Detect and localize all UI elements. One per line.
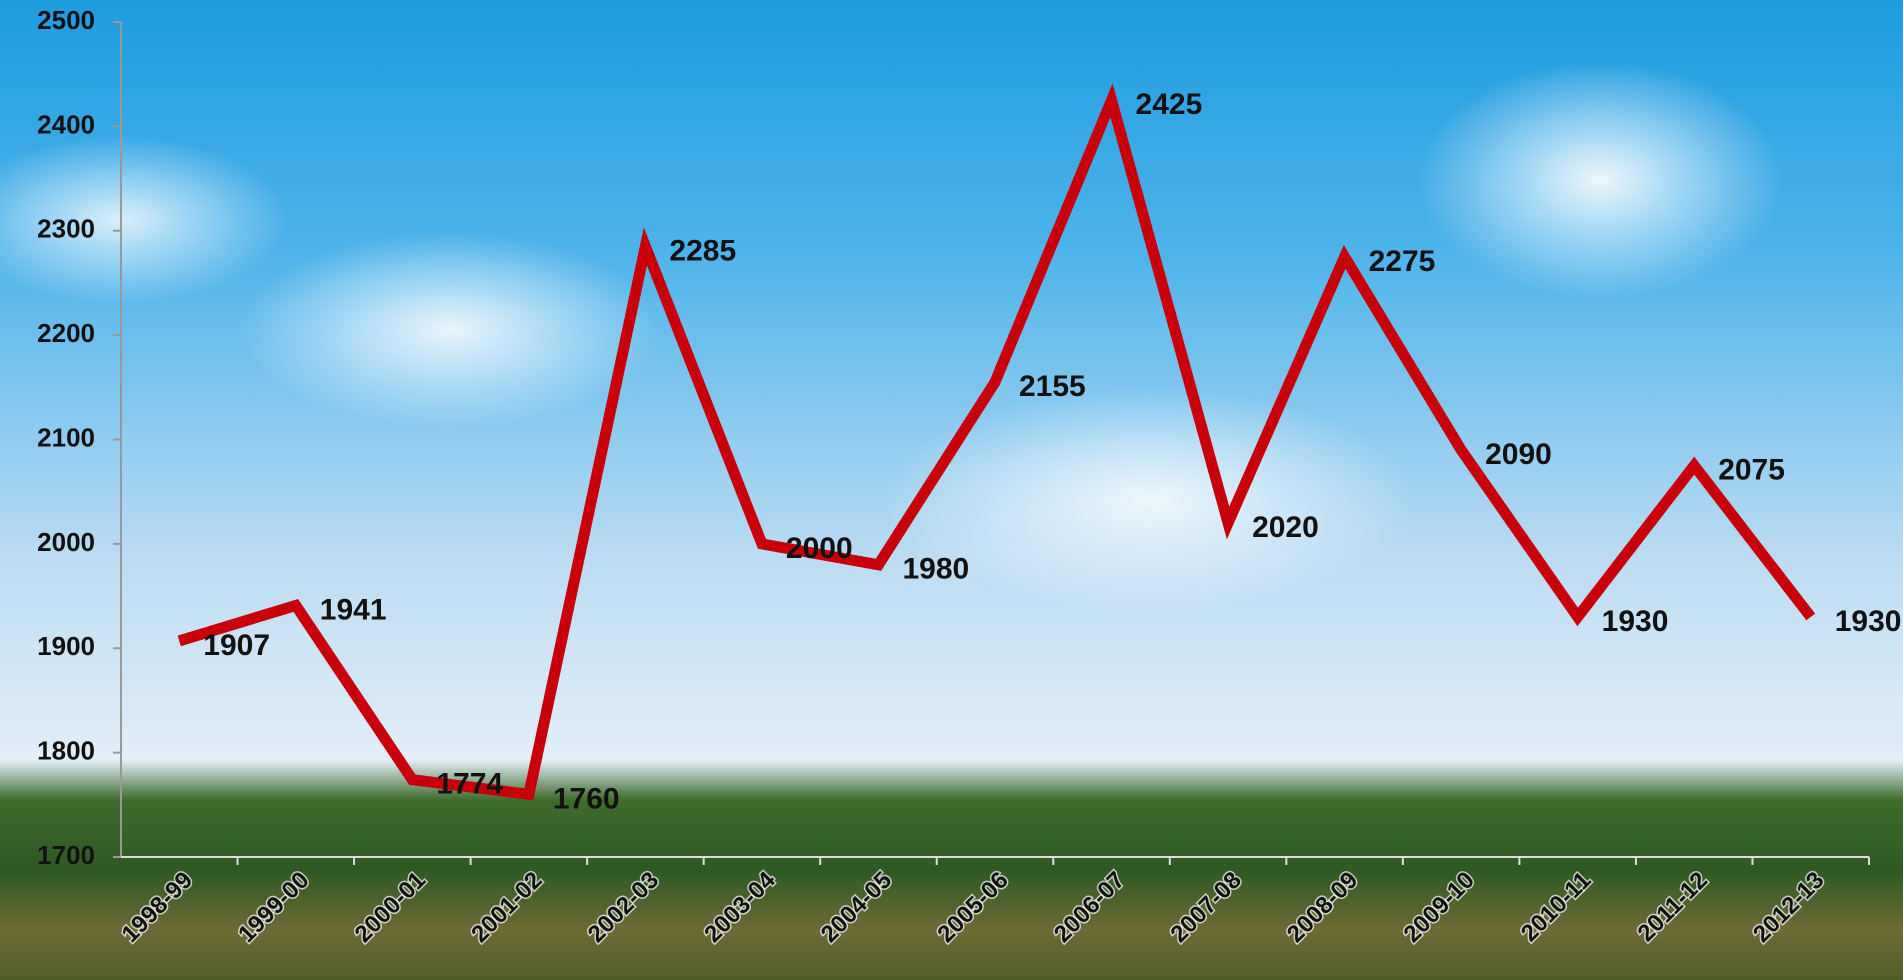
x-tick-label: 2005-06 bbox=[932, 867, 1013, 948]
y-tick-label: 2200 bbox=[37, 318, 95, 348]
data-label: 1980 bbox=[902, 553, 969, 586]
data-label: 2155 bbox=[1019, 370, 1086, 403]
y-tick-label: 2100 bbox=[37, 422, 95, 452]
x-tick-label: 2001-02 bbox=[466, 867, 547, 948]
data-label: 1930 bbox=[1835, 605, 1902, 638]
y-tick-label: 2300 bbox=[37, 214, 95, 244]
y-tick-label: 2000 bbox=[37, 527, 95, 557]
data-label: 2020 bbox=[1252, 511, 1319, 544]
y-tick-label: 1700 bbox=[37, 840, 95, 870]
x-tick-label: 2000-01 bbox=[350, 867, 431, 948]
x-tick-label: 2006-07 bbox=[1049, 867, 1130, 948]
data-label: 2275 bbox=[1369, 245, 1436, 278]
data-label: 2075 bbox=[1718, 454, 1785, 487]
data-label: 2425 bbox=[1136, 88, 1203, 121]
x-tick-label: 1999-00 bbox=[233, 867, 314, 948]
x-tick-label: 2010-11 bbox=[1516, 867, 1596, 947]
x-tick-label: 2004-05 bbox=[816, 867, 897, 948]
data-label: 1941 bbox=[320, 593, 387, 626]
y-tick-label: 1800 bbox=[37, 736, 95, 766]
y-tick-label: 2400 bbox=[37, 109, 95, 139]
data-label: 2000 bbox=[786, 532, 853, 565]
data-label: 1760 bbox=[553, 782, 620, 815]
data-label: 1930 bbox=[1602, 605, 1669, 638]
x-tick-label: 1998-99 bbox=[117, 867, 198, 948]
data-label: 2090 bbox=[1485, 438, 1552, 471]
data-label: 1907 bbox=[203, 629, 270, 662]
y-tick-label: 1900 bbox=[37, 631, 95, 661]
x-tick-label: 2008-09 bbox=[1282, 867, 1363, 948]
x-tick-label: 2002-03 bbox=[583, 867, 664, 948]
x-tick-label: 2009-10 bbox=[1398, 867, 1479, 948]
x-tick-label: 2003-04 bbox=[699, 866, 781, 948]
x-tick-label: 2012-13 bbox=[1748, 867, 1829, 948]
line bbox=[177, 83, 1816, 801]
x-tick-label: 2007-08 bbox=[1165, 867, 1246, 948]
x-tick-label: 2011-12 bbox=[1632, 867, 1712, 947]
data-label: 1774 bbox=[436, 768, 503, 801]
y-tick-label: 2500 bbox=[37, 5, 95, 35]
data-label: 2285 bbox=[669, 234, 736, 267]
